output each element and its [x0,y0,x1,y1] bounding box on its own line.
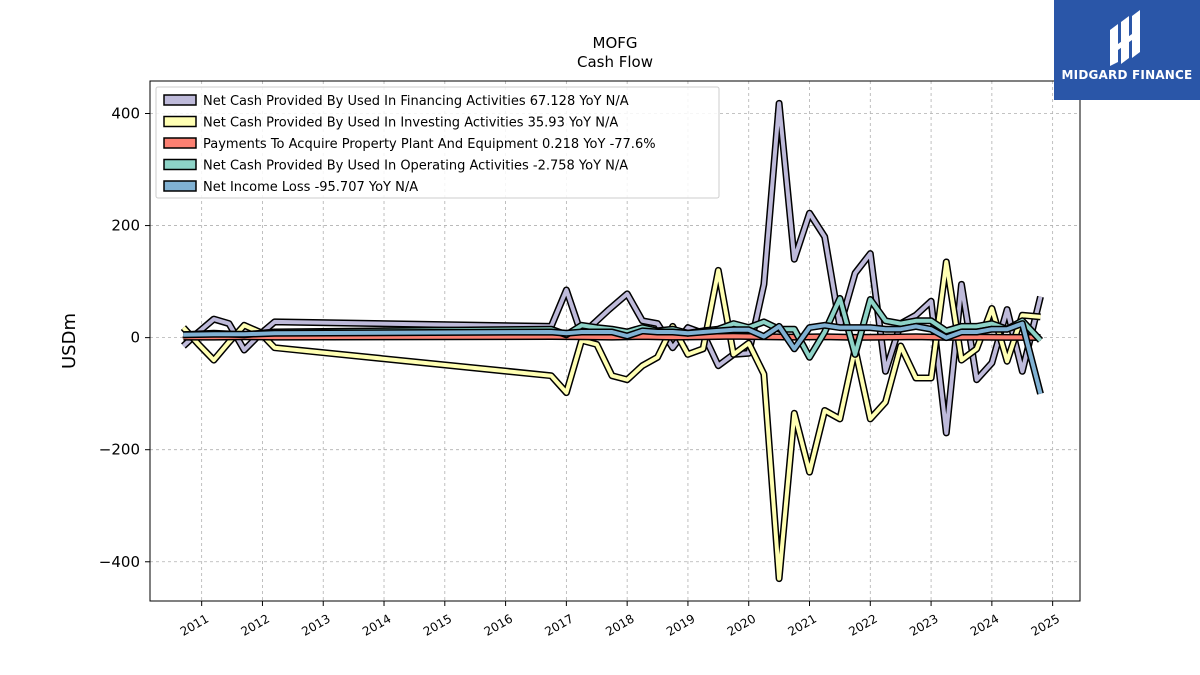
x-tick-label: 2018 [603,611,636,638]
x-tick-label: 2022 [846,611,879,638]
y-tick-label: −400 [99,553,140,571]
legend-swatch [163,137,197,149]
x-tick-label: 2016 [482,611,515,638]
x-tick-label: 2021 [786,611,819,638]
y-tick-label: −200 [99,441,140,459]
series-line-net-cash-provided-by-used-in-investing-activities [181,260,1041,581]
legend-swatch [163,180,197,192]
x-tick-label: 2015 [421,611,454,638]
x-tick-label: 2025 [1029,611,1062,638]
legend-swatch [163,115,197,128]
y-axis: 400 200 0 −200 −400 [99,105,150,571]
legend-box [155,86,720,199]
x-tick-label: 2014 [360,611,393,638]
midgard-logo: MIDGARD FINANCE [1054,0,1200,100]
chart-title: MOFG [593,34,638,52]
x-axis: 2011 2012 2013 2014 2015 2016 2017 2018 2019 2020… [178,601,1062,639]
x-tick-label: 2011 [178,611,211,638]
legend-entry: Net Income Loss -95.707 YoY N/A [203,180,418,195]
legend-entry: Payments To Acquire Property Plant And E… [203,137,656,152]
series-line-net-income-loss [183,321,1043,395]
legend: Net Cash Provided By Used In Financing A… [155,86,720,199]
grid [150,81,1080,601]
y-tick-label: 0 [130,329,140,347]
x-tick-label: 2024 [968,611,1001,638]
legend-swatch [163,158,197,171]
legend-entry: Net Cash Provided By Used In Financing A… [203,94,629,109]
series-lines [180,99,1044,583]
legend-swatch [163,94,197,106]
x-tick-label: 2020 [725,611,758,638]
x-tick-label: 2013 [299,611,332,638]
legend-entry: Net Cash Provided By Used In Investing A… [203,116,618,131]
y-axis-label: USDm [59,313,80,369]
logo-text: MIDGARD FINANCE [1061,68,1193,82]
series-line-net-cash-provided-by-used-in-financing-activities [182,101,1043,435]
series-line-payments-to-acquire-property-plant-and-equipment [183,334,1041,340]
midgard-logo-icon [1110,10,1140,66]
series-line-net-cash-provided-by-used-in-operating-activities [183,296,1042,360]
chart-subtitle: Cash Flow [577,53,653,71]
x-tick-label: 2023 [907,611,940,638]
plot-frame [149,80,1081,602]
legend-entry: Net Cash Provided By Used In Operating A… [203,159,628,174]
x-tick-label: 2017 [542,611,575,638]
x-tick-label: 2019 [664,611,697,638]
y-tick-label: 200 [111,217,140,235]
x-tick-label: 2012 [238,611,271,638]
y-tick-label: 400 [111,105,140,123]
